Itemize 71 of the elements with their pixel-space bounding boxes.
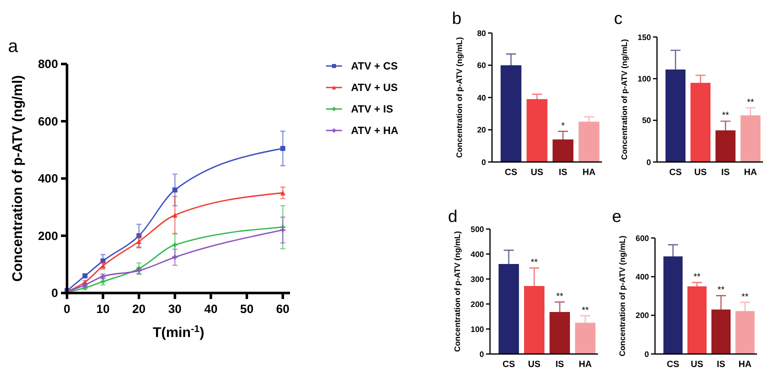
annotation: ** [530,257,538,267]
y-tick-label: 200 [470,300,485,309]
y-tick-label: 300 [470,274,485,284]
y-tick-label: 100 [638,74,652,84]
y-tick-label: 0 [644,350,650,359]
y-tick-label: 200 [636,311,650,320]
y-tick-label: 100 [470,324,485,334]
y-tick-label: 400 [470,250,485,259]
x-tick-label: US [694,167,707,177]
y-tick-label: 20 [477,126,487,135]
x-tick-label: CS [669,167,682,177]
y-axis-title: Concentration of p-ATV (ng/ml) [9,75,25,282]
y-tick-label: 60 [477,61,487,70]
annotation: ** [717,284,725,295]
y-tick-label: 200 [38,228,58,243]
x-tick-label: 40 [204,302,218,316]
x-tick-label: IS [721,167,730,177]
annotation: ** [693,271,701,282]
x-tick-label: IS [558,167,568,177]
y-axis-title: Concentration of p-ATV (ng/mL) [618,235,627,356]
x-tick-label: HA [582,167,596,177]
x-tick-label: US [690,359,704,369]
x-tick-label: CS [666,359,680,369]
y-tick-label: 800 [38,57,58,72]
y-axis-title: Concentration of p-ATV (ng/mL) [453,230,462,352]
x-tick-label: HA [738,359,752,369]
y-tick-label: 80 [477,28,487,38]
y-tick-label: 40 [477,93,487,102]
y-tick-label: 500 [470,224,485,234]
x-tick-label: 50 [240,302,254,316]
x-tick-label: IS [716,359,726,369]
y-axis-title: Concentration of p-ATV (ng/mL) [455,36,464,158]
annotation: ** [582,304,590,315]
chart-title: a [8,36,19,56]
y-tick-label: 0 [51,286,58,300]
x-tick-label: 0 [64,302,71,316]
x-tick-label: HA [744,167,758,177]
y-axis-title: Concentration of p-ATV (ng/mL) [620,38,629,160]
x-tick-label: 20 [132,302,146,316]
x-tick-label: US [530,167,544,177]
annotation: ** [741,291,749,302]
x-tick-label: CS [502,359,516,369]
chart-title: e [612,207,622,226]
x-tick-label: HA [578,359,592,369]
x-axis-title: T(min$^{-1}$) [152,324,204,340]
annotation: ** [746,96,754,107]
x-tick-label: CS [504,167,518,177]
y-tick-label: 0 [480,350,485,359]
annotation: ** [556,291,564,301]
y-tick-label: 600 [636,234,650,243]
x-tick-label: US [528,359,541,369]
y-tick-label: 150 [638,32,652,42]
y-tick-label: 50 [642,116,652,126]
chart-title: b [452,9,462,28]
chart-title: c [614,9,623,28]
x-tick-label: 60 [276,302,290,316]
y-tick-label: 0 [482,158,487,167]
legend-label: ATV + CS [351,60,398,73]
annotation: ** [722,110,730,120]
y-tick-label: 0 [646,158,652,167]
legend-label: ATV + IS [351,104,394,116]
x-tick-label: 10 [96,302,110,316]
legend-label: ATV + HA [351,125,399,138]
chart-title: d [448,207,458,226]
legend-label: ATV + US [351,82,398,94]
x-tick-label: IS [555,359,564,369]
y-tick-label: 400 [636,272,650,282]
x-tick-label: 30 [168,302,182,316]
y-tick-label: 400 [38,172,58,186]
y-tick-label: 600 [38,114,58,128]
annotation: * [561,120,566,130]
